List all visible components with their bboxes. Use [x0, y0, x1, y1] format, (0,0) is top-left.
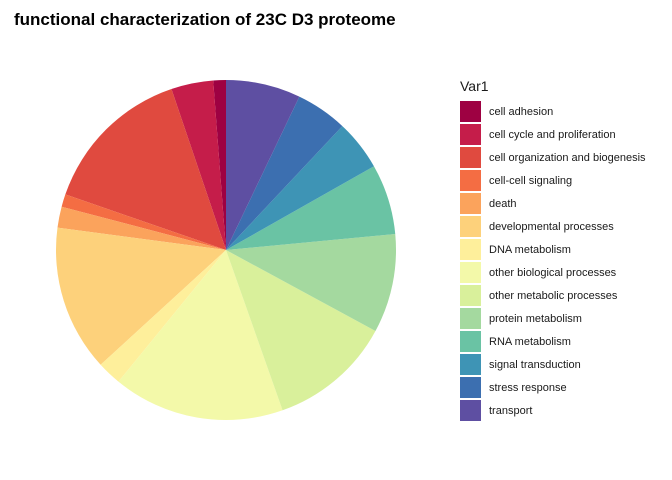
legend-label: signal transduction	[489, 358, 581, 371]
legend-key	[460, 308, 481, 329]
legend-key	[460, 262, 481, 283]
legend-item: cell cycle and proliferation	[460, 123, 646, 146]
legend-item: developmental processes	[460, 215, 646, 238]
pie-slice-cell-cycle-and-proliferation	[171, 80, 226, 250]
pie-slice-cell-adhesion	[213, 79, 226, 250]
legend-item: cell organization and biogenesis	[460, 146, 646, 169]
legend-label: cell organization and biogenesis	[489, 151, 646, 164]
pie-slice-death	[57, 206, 227, 250]
legend-label: developmental processes	[489, 220, 614, 233]
legend-item: transport	[460, 399, 646, 422]
legend-key	[460, 285, 481, 306]
legend-key	[460, 147, 481, 168]
pie-slice-developmental-processes	[56, 227, 226, 365]
legend-item: other metabolic processes	[460, 284, 646, 307]
legend-item: protein metabolism	[460, 307, 646, 330]
legend: Var1 cell adhesion cell cycle and prolife…	[460, 78, 646, 422]
legend-item: death	[460, 192, 646, 215]
pie-slice-other-biological-processes	[118, 250, 283, 421]
legend-label: cell-cell signaling	[489, 174, 573, 187]
legend-key	[460, 193, 481, 214]
legend-label: other biological processes	[489, 266, 617, 279]
pie-slice-transport	[226, 80, 300, 250]
legend-title: Var1	[460, 78, 489, 94]
legend-label: RNA metabolism	[489, 335, 571, 348]
legend-label: stress response	[489, 381, 567, 394]
pie-slice-cell-cell-signaling	[61, 194, 226, 250]
legend-label: cell adhesion	[489, 105, 554, 118]
legend-key	[460, 216, 481, 237]
chart-title: functional characterization of 23C D3 pr…	[14, 10, 396, 29]
legend-item: cell adhesion	[460, 100, 646, 123]
legend-key	[460, 239, 481, 260]
pie-slice-rna-metabolism	[226, 166, 396, 250]
legend-key	[460, 354, 481, 375]
pie-slice-cell-organization-and-biogenesis	[65, 88, 226, 251]
legend-item: cell-cell signaling	[460, 169, 646, 192]
pie-slices	[56, 79, 397, 421]
legend-label: protein metabolism	[489, 312, 582, 325]
legend-key	[460, 331, 481, 352]
legend-item: other biological processes	[460, 261, 646, 284]
legend-key	[460, 400, 481, 421]
legend-label: transport	[489, 404, 533, 417]
pie-slice-stress-response	[226, 96, 343, 250]
legend-key	[460, 124, 481, 145]
legend-item: DNA metabolism	[460, 238, 646, 261]
legend-item: signal transduction	[460, 353, 646, 376]
legend-key	[460, 101, 481, 122]
legend-label: cell cycle and proliferation	[489, 128, 616, 141]
pie-slice-dna-metabolism	[100, 250, 226, 382]
legend-key	[460, 170, 481, 191]
legend-label: DNA metabolism	[489, 243, 571, 256]
legend-item: RNA metabolism	[460, 330, 646, 353]
legend-label: other metabolic processes	[489, 289, 618, 302]
legend-item: stress response	[460, 376, 646, 399]
pie-slice-other-metabolic-processes	[226, 250, 376, 411]
legend-items: cell adhesion cell cycle and proliferatio…	[460, 100, 646, 422]
pie-slice-protein-metabolism	[226, 234, 397, 331]
legend-label: death	[489, 197, 517, 210]
pie-slice-signal-transduction	[226, 126, 374, 250]
legend-key	[460, 377, 481, 398]
